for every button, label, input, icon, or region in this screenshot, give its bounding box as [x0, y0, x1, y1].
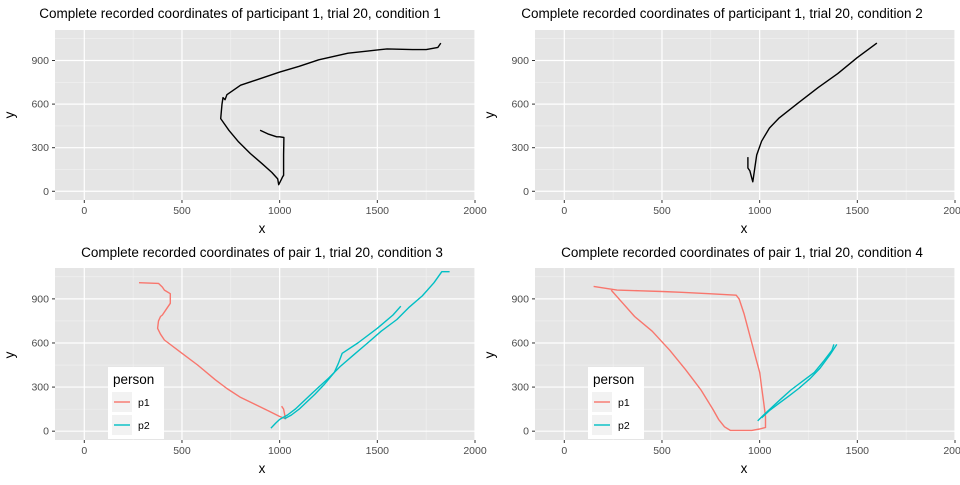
chart-panel-4: Complete recorded coordinates of pair 1,…: [482, 245, 960, 476]
x-tick-label: 0: [561, 445, 567, 457]
x-tick-label: 2000: [943, 205, 960, 217]
plot-background: [55, 30, 475, 200]
series-line: [747, 42, 878, 183]
x-tick-label: 1500: [846, 205, 870, 217]
chart-title: Complete recorded coordinates of pair 1,…: [561, 245, 923, 260]
x-tick-label: 1000: [748, 205, 772, 217]
chart-title: Complete recorded coordinates of partici…: [521, 6, 922, 21]
y-axis-label: y: [2, 351, 17, 358]
legend-label-p1: p1: [138, 397, 150, 409]
x-axis-label: x: [259, 461, 266, 476]
y-tick-label: 900: [31, 55, 49, 67]
y-tick-label: 300: [511, 382, 529, 394]
x-tick-label: 1000: [268, 205, 292, 217]
series-line-p2: [761, 344, 838, 419]
y-tick-label: 0: [523, 426, 529, 438]
y-tick-label: 0: [43, 186, 49, 198]
x-tick-label: 500: [653, 445, 671, 457]
series-line-p1: [593, 285, 767, 432]
y-axis-label: y: [2, 111, 17, 118]
x-tick-label: 1500: [366, 205, 390, 217]
x-tick-label: 500: [173, 205, 191, 217]
legend: person p1 p2: [588, 367, 644, 439]
chart-title: Complete recorded coordinates of pair 1,…: [81, 245, 443, 260]
plot-background: [535, 30, 955, 200]
y-tick-label: 900: [511, 293, 529, 305]
x-tick-label: 2000: [463, 205, 487, 217]
y-axis-label: y: [482, 351, 497, 358]
x-tick-label: 0: [81, 205, 87, 217]
series-line: [219, 42, 442, 186]
y-tick-label: 600: [31, 99, 49, 111]
x-tick-label: 500: [653, 205, 671, 217]
legend: person p1 p2: [108, 367, 164, 439]
x-axis-label: x: [741, 221, 748, 236]
y-tick-label: 300: [511, 142, 529, 154]
series-line-p2: [757, 344, 835, 422]
legend-title: person: [593, 372, 634, 387]
x-tick-label: 0: [81, 445, 87, 457]
x-tick-label: 1500: [366, 445, 390, 457]
chart-panel-2: Complete recorded coordinates of partici…: [482, 6, 960, 236]
legend-label-p1: p1: [618, 397, 630, 409]
series-line-p1: [138, 282, 287, 420]
y-tick-label: 300: [31, 142, 49, 154]
y-tick-label: 900: [511, 55, 529, 67]
y-tick-label: 600: [31, 337, 49, 349]
chart-panel-3: Complete recorded coordinates of pair 1,…: [2, 245, 487, 476]
y-tick-label: 600: [511, 337, 529, 349]
x-tick-label: 2000: [463, 445, 487, 457]
y-tick-label: 600: [511, 99, 529, 111]
x-tick-label: 1000: [748, 445, 772, 457]
x-tick-label: 2000: [943, 445, 960, 457]
x-axis-label: x: [259, 221, 266, 236]
legend-label-p2: p2: [618, 420, 630, 432]
x-tick-label: 0: [561, 205, 567, 217]
x-axis-label: x: [741, 461, 748, 476]
y-tick-label: 0: [43, 426, 49, 438]
x-tick-label: 500: [173, 445, 191, 457]
series-line-p2: [284, 305, 402, 420]
y-tick-label: 300: [31, 382, 49, 394]
legend-title: person: [113, 372, 154, 387]
x-tick-label: 1000: [268, 445, 292, 457]
y-axis-label: y: [482, 111, 497, 118]
x-tick-label: 1500: [846, 445, 870, 457]
y-tick-label: 900: [31, 293, 49, 305]
legend-label-p2: p2: [138, 420, 150, 432]
series-line-p2: [270, 271, 450, 429]
chart-title: Complete recorded coordinates of partici…: [39, 6, 440, 21]
y-tick-label: 0: [523, 186, 529, 198]
chart-panel-1: Complete recorded coordinates of partici…: [2, 6, 487, 236]
